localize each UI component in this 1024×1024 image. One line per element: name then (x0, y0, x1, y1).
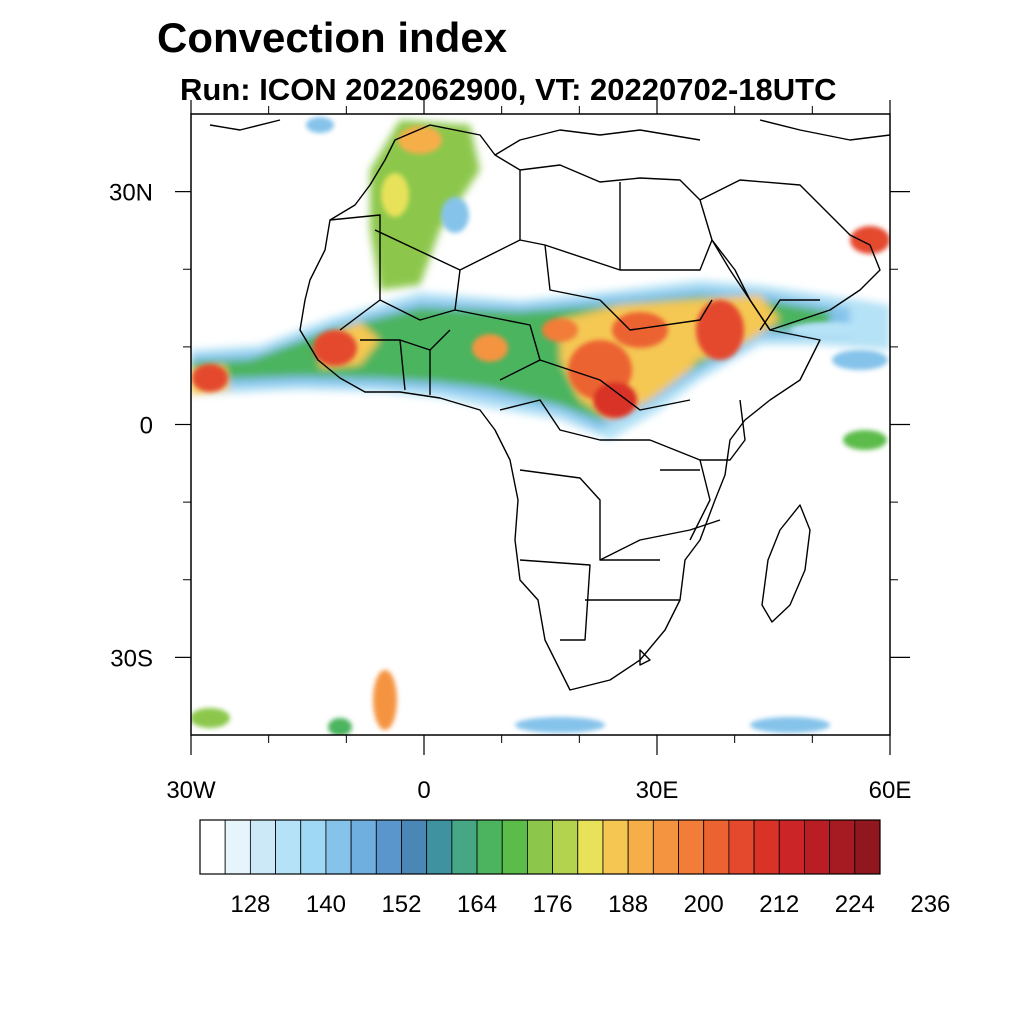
colorbar-label: 164 (457, 891, 497, 918)
colorbar-label: 188 (608, 891, 648, 918)
colorbar-swatch (753, 819, 780, 875)
colorbar-swatch (375, 819, 402, 875)
lon-label: 60E (869, 777, 912, 804)
lon-label: 0 (417, 777, 430, 804)
lat-label: 0 (140, 413, 153, 440)
colorbar-swatch (728, 819, 755, 875)
colorbar-swatch (300, 819, 327, 875)
colorbar-frame (199, 819, 881, 875)
colorbar-swatch (501, 819, 528, 875)
coastlines (209, 119, 890, 691)
colorbar-label: 176 (533, 891, 573, 918)
chart-title: Convection index (157, 14, 508, 61)
colorbar-swatch (829, 819, 856, 875)
colorbar-swatch (401, 819, 428, 875)
colorbar-swatch (527, 819, 553, 875)
colorbar-swatch (275, 819, 302, 875)
colorbar: 128 140 152 164 176 188 200 212 224 236 (199, 819, 950, 918)
colorbar-label: 212 (759, 891, 799, 918)
colorbar-swatch (577, 819, 604, 875)
colorbar-swatch (854, 819, 881, 875)
convection-field (191, 117, 890, 735)
colorbar-label: 140 (306, 891, 346, 918)
lon-label: 30E (636, 777, 679, 804)
colorbar-label: 128 (230, 891, 270, 918)
colorbar-label: 200 (684, 891, 724, 918)
colorbar-swatch (451, 819, 478, 875)
colorbar-swatch (350, 819, 377, 875)
colorbar-swatch (778, 819, 805, 875)
colorbar-swatch (325, 819, 352, 875)
colorbar-label: 236 (910, 891, 950, 918)
colorbar-swatch (249, 819, 276, 875)
colorbar-swatch (627, 819, 654, 875)
colorbar-swatch (224, 819, 251, 875)
colorbar-swatch (552, 819, 579, 875)
map-frame (190, 113, 891, 736)
colorbar-swatch (652, 819, 679, 875)
colorbar-swatch (199, 819, 226, 875)
colorbar-label: 224 (835, 891, 875, 918)
colorbar-swatch (678, 819, 705, 875)
colorbar-swatch (426, 819, 453, 875)
lat-label: 30N (109, 180, 153, 207)
chart-subtitle: Run: ICON 2022062900, VT: 20220702-18UTC (180, 72, 837, 107)
colorbar-swatch (804, 819, 831, 875)
colorbar-swatch (602, 819, 629, 875)
colorbar-swatch (476, 819, 503, 875)
lat-label: 30S (110, 645, 153, 672)
axis-layer: 30N 0 30S 30W 0 30E 60E (109, 100, 911, 804)
colorbar-label: 152 (381, 891, 421, 918)
lon-label: 30W (166, 777, 216, 804)
colorbar-swatch (703, 819, 730, 875)
